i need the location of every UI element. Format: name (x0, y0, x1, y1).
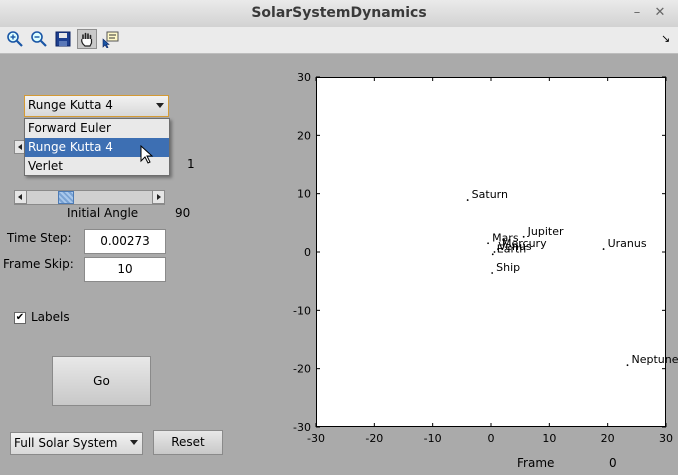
planet-point (466, 199, 469, 201)
labels-checkbox-label: Labels (31, 310, 70, 324)
zoom-in-button[interactable] (5, 29, 25, 49)
x-tick-label: -20 (365, 432, 383, 445)
x-tick-label: -30 (307, 432, 325, 445)
planet-point (602, 248, 605, 250)
save-button[interactable] (53, 29, 73, 49)
chevron-down-icon (130, 440, 138, 445)
pan-hand-icon (81, 32, 93, 47)
time-step-input[interactable]: 0.00273 (84, 229, 166, 254)
frame-label: Frame (517, 456, 555, 470)
go-button[interactable]: Go (52, 356, 151, 406)
preset-select[interactable]: Full Solar System (10, 432, 143, 455)
y-tick-label: 30 (297, 71, 311, 84)
planet-point (626, 364, 629, 367)
planet-label: Neptune (632, 353, 678, 366)
y-tick-label: -10 (293, 304, 311, 317)
x-tick-label: 30 (659, 432, 673, 445)
slider-right-arrow[interactable] (152, 190, 165, 204)
labels-checkbox[interactable]: ✔ (14, 312, 26, 324)
method-dropdown-list: Forward Euler Runge Kutta 4 Verlet (24, 118, 170, 176)
left-arrow-icon (18, 144, 22, 150)
x-tick-label: 10 (542, 432, 556, 445)
method-select-value: Runge Kutta 4 (28, 98, 113, 112)
planet-label: Venus (499, 240, 532, 253)
planet-label: Mars (492, 231, 519, 244)
planet-label: Earth (497, 242, 527, 255)
y-tick-label: 10 (297, 188, 311, 201)
planet-point (497, 248, 499, 250)
save-icon (55, 31, 71, 47)
time-step-label: Time Step: (7, 231, 72, 245)
left-arrow-icon (18, 194, 22, 200)
hidden-slider-value: 1 (187, 157, 195, 171)
planet-label: Uranus (608, 237, 647, 250)
y-tick-label: -30 (293, 421, 311, 434)
y-tick-label: 0 (304, 246, 311, 259)
preset-select-value: Full Solar System (14, 436, 118, 450)
zoom-out-button[interactable] (29, 29, 49, 49)
planet-label: Jupiter (527, 225, 564, 238)
x-tick-label: 20 (601, 432, 615, 445)
method-option-runge-kutta-4[interactable]: Runge Kutta 4 (25, 138, 169, 157)
planet-point (493, 251, 496, 253)
reset-button[interactable]: Reset (153, 430, 223, 455)
planet-label: Mercury (502, 237, 547, 250)
initial-angle-slider[interactable] (14, 190, 165, 205)
zoom-out-icon (31, 31, 47, 47)
data-cursor-icon (102, 31, 119, 48)
x-tick-label: 0 (488, 432, 495, 445)
slider-left-arrow[interactable] (14, 190, 27, 204)
frame-skip-label: Frame Skip: (3, 257, 74, 271)
planet-point (491, 253, 494, 256)
planet-label: Saturn (472, 188, 508, 201)
planet-point (491, 272, 494, 274)
planet-point (522, 235, 525, 238)
close-button[interactable]: ✕ (654, 5, 666, 20)
y-tick-label: -20 (293, 363, 311, 376)
chevron-down-icon (156, 103, 164, 108)
toolbar: ↘ (0, 27, 678, 54)
frame-skip-input[interactable]: 10 (84, 257, 166, 282)
data-cursor-button[interactable] (100, 29, 120, 49)
toolbar-overflow-icon[interactable]: ↘ (661, 32, 671, 45)
minimize-button[interactable]: – (633, 5, 641, 20)
initial-angle-value: 90 (175, 206, 191, 220)
slider-thumb[interactable] (58, 191, 75, 204)
initial-angle-label: Initial Angle (67, 206, 139, 220)
method-option-verlet[interactable]: Verlet (28, 159, 64, 173)
x-tick-label: -10 (424, 432, 442, 445)
frame-value: 0 (609, 456, 617, 470)
mouse-pointer-icon (140, 145, 154, 164)
planet-point (487, 242, 489, 245)
plot-area[interactable] (316, 77, 666, 427)
method-option-forward-euler[interactable]: Forward Euler (28, 121, 111, 135)
pan-button[interactable] (77, 29, 97, 49)
right-arrow-icon (157, 194, 161, 200)
y-tick-label: 20 (297, 129, 311, 142)
planet-label: Ship (496, 261, 520, 274)
method-select[interactable]: Runge Kutta 4 (24, 95, 169, 117)
window-title: SolarSystemDynamics (251, 5, 427, 21)
zoom-in-icon (7, 31, 23, 47)
